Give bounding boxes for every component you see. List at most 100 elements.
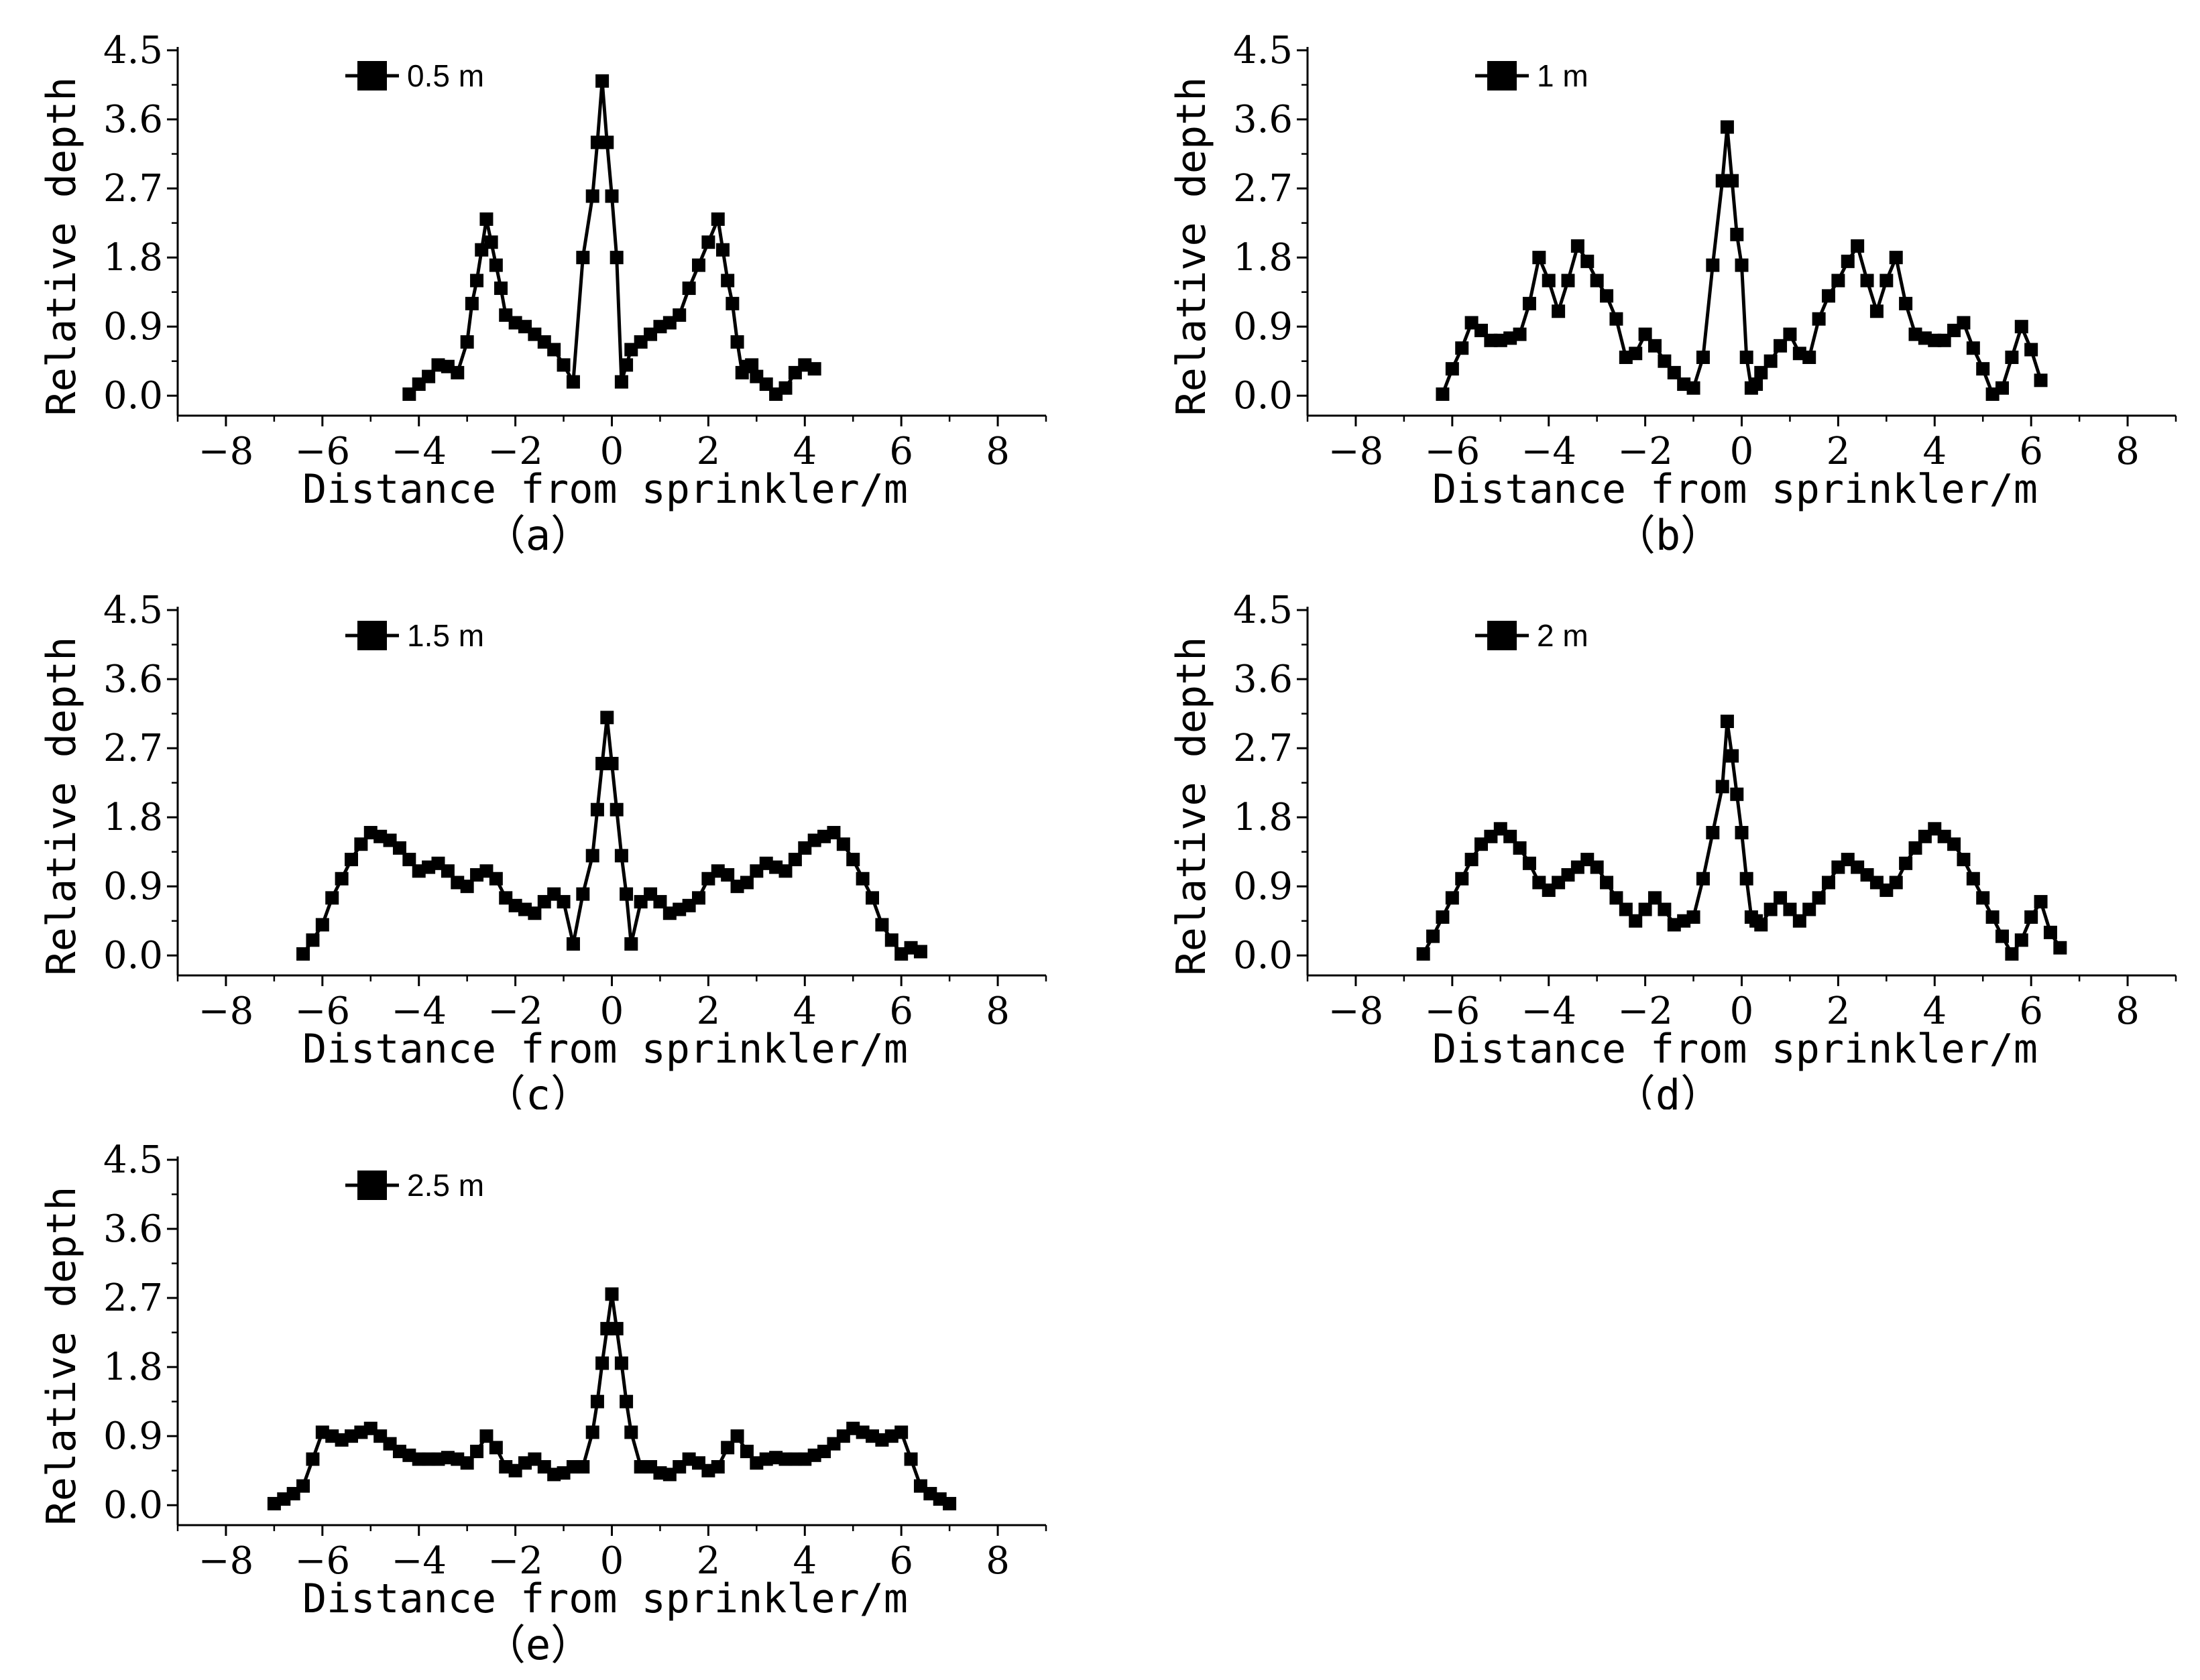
panel-label: （e） [484,1620,592,1669]
data-point [1715,780,1729,794]
data-point [1638,902,1652,916]
x-tick-label: −8 [1328,430,1384,473]
data-point [624,937,638,951]
data-point [1812,312,1826,326]
data-point [465,296,479,310]
data-point [610,1321,624,1335]
data-point [489,872,503,886]
data-point [557,358,571,372]
data-point [943,1496,957,1510]
legend-label: 0.5 m [407,58,484,93]
y-tick-label: 0.0 [1233,374,1293,418]
data-point [470,274,484,288]
data-point [585,1425,599,1439]
data-point [392,841,406,855]
data-point [600,135,614,149]
data-point [1522,296,1536,310]
y-axis-title: Relative depth [38,637,85,976]
data-point [1658,902,1672,916]
x-tick-label: −6 [295,430,351,473]
y-tick-label: 0.0 [1233,934,1293,977]
data-point [1436,910,1450,924]
x-axis-title: Distance from sprinkler/m [1432,1026,2038,1073]
x-tick-label: −8 [198,1539,254,1583]
data-point [1735,826,1749,840]
panel-d: −8 −6 −4 −2 0 2 4 6 8 0.0 0.9 1.8 2.7 3.6 4.5 Distance … [1130,560,2200,1120]
data-point [1851,239,1865,253]
data-point [1957,853,1971,867]
data-point [1629,914,1643,928]
data-point [1802,350,1816,364]
data-point [1590,274,1604,288]
data-point [2024,343,2038,357]
data-point [692,258,705,272]
data-point [441,864,455,878]
data-point [1629,347,1643,361]
legend-label: 1 m [1537,58,1588,93]
x-tick-label: −6 [1425,430,1481,473]
data-point [1720,120,1734,134]
data-point [1658,354,1672,368]
data-point [2053,941,2067,955]
data-point [1735,258,1749,272]
panel-label: （b） [1614,511,1722,560]
data-point [1542,274,1556,288]
y-tick-label: 1.8 [103,1345,163,1389]
chart-svg: −8 −6 −4 −2 0 2 4 6 8 0.0 0.9 1.8 2.7 3.6 4.5 Distance … [1168,589,2177,1120]
data-point [1899,856,1913,870]
chart-svg: −8 −6 −4 −2 0 2 4 6 8 0.0 0.9 1.8 2.7 3.6 4.5 Distance … [1168,29,2177,560]
data-point [1552,304,1566,318]
data-point [711,1459,725,1474]
data-point [778,864,793,878]
x-tick-label: −6 [295,1539,351,1583]
x-tick-label: 6 [2019,989,2043,1033]
data-point [1445,891,1459,905]
x-tick-label: −4 [391,989,447,1033]
data-point [875,918,889,932]
panel-a: −8 −6 −4 −2 0 2 4 6 8 0.0 0.9 1.8 2.7 3.6 4.5 Distance … [0,0,1100,560]
data-point [2014,320,2028,334]
data-point [827,826,841,840]
data-point [1648,891,1662,905]
data-point [1561,274,1575,288]
data-point [1957,316,1971,330]
data-point [904,1452,918,1466]
data-point [1783,902,1797,916]
data-point [1600,876,1614,890]
data-point [866,891,879,905]
data-point [1739,350,1753,364]
y-axis-title: Relative depth [1168,77,1215,416]
data-point [1947,837,1961,851]
data-point [1686,910,1700,924]
data-point [1763,354,1778,368]
y-tick-label: 1.8 [103,236,163,280]
x-tick-label: 4 [793,989,817,1033]
data-point [715,243,730,257]
data-point [1600,289,1614,303]
data-point [2034,373,2048,387]
y-tick-label: 2.7 [103,727,163,770]
x-tick-label: −6 [1425,989,1481,1033]
data-point [590,1394,604,1408]
x-tick-label: 2 [1827,989,1851,1033]
data-point [595,1356,610,1370]
data-point [807,362,821,376]
data-point [846,853,860,867]
data-point [1455,872,1469,886]
y-tick-label: 4.5 [1233,589,1293,632]
x-tick-label: 6 [889,1539,913,1583]
data-point [1706,826,1720,840]
data-point [422,369,436,383]
y-tick-label: 4.5 [103,589,163,632]
y-tick-label: 0.9 [103,865,163,908]
data-point [721,1441,735,1455]
data-point [620,887,634,901]
data-point [1570,239,1584,253]
data-point [614,849,628,863]
data-point [479,212,494,226]
data-point [605,756,619,770]
data-point [585,189,599,203]
y-tick-label: 0.9 [1233,305,1293,349]
x-tick-label: −2 [487,430,543,473]
y-tick-label: 4.5 [103,1138,163,1182]
